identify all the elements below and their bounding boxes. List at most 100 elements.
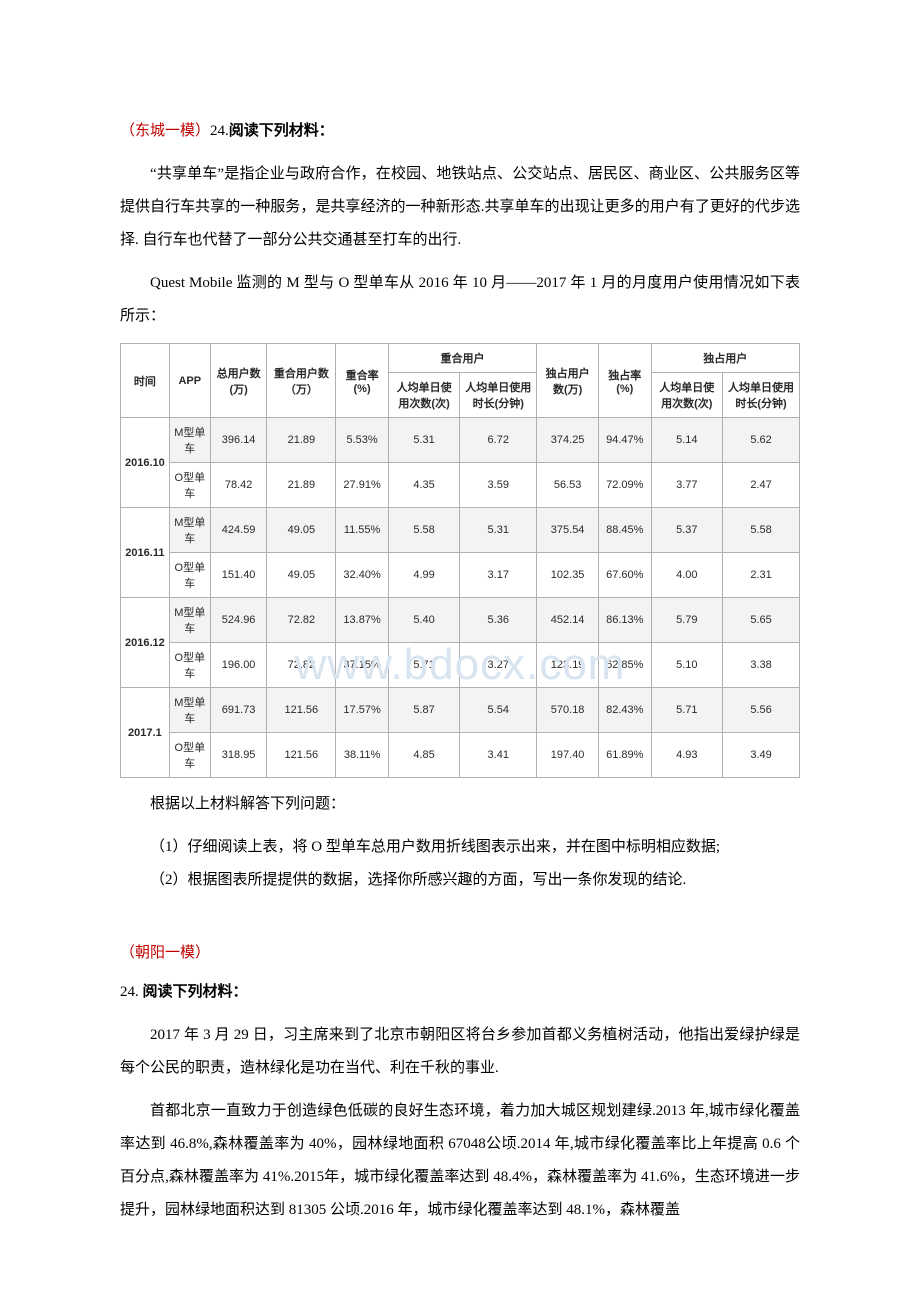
cell-ov-users: 49.05: [267, 508, 336, 553]
q1-after-table: 根据以上材料解答下列问题：: [150, 788, 800, 821]
cell-ov-times: 5.58: [388, 508, 460, 553]
cell-ov-rate: 17.57%: [336, 688, 389, 733]
cell-app: M型单车: [169, 418, 210, 463]
cell-ov-users: 21.89: [267, 463, 336, 508]
cell-ex-users: 123.19: [537, 643, 599, 688]
q2-number: 24.: [120, 984, 139, 1000]
th-ex-rate: 独占率(%): [599, 344, 652, 418]
th-ov-times: 人均单日使用次数(次): [388, 373, 460, 418]
cell-ex-rate: 82.43%: [599, 688, 652, 733]
cell-ex-dur: 3.49: [723, 733, 800, 778]
cell-ov-rate: 32.40%: [336, 553, 389, 598]
cell-ov-rate: 13.87%: [336, 598, 389, 643]
table-row: 2016.11M型单车424.5949.0511.55%5.585.31375.…: [121, 508, 800, 553]
cell-ov-users: 72.82: [267, 643, 336, 688]
cell-ex-times: 5.71: [651, 688, 723, 733]
cell-ov-times: 5.87: [388, 688, 460, 733]
q2-para1: 2017 年 3 月 29 日，习主席来到了北京市朝阳区将台乡参加首都义务植树活…: [120, 1019, 800, 1085]
cell-ov-dur: 6.72: [460, 418, 537, 463]
cell-ex-dur: 3.38: [723, 643, 800, 688]
cell-total: 78.42: [210, 463, 267, 508]
cell-ov-rate: 38.11%: [336, 733, 389, 778]
cell-ex-users: 56.53: [537, 463, 599, 508]
document-page: www.bdocx.com （东城一模）24.阅读下列材料： “共享单车”是指企…: [0, 0, 920, 1302]
cell-ex-dur: 2.31: [723, 553, 800, 598]
th-ex-users: 独占用户数(万): [537, 344, 599, 418]
table-row: 2016.10M型单车396.1421.895.53%5.316.72374.2…: [121, 418, 800, 463]
cell-ex-users: 570.18: [537, 688, 599, 733]
cell-ov-times: 5.40: [388, 598, 460, 643]
th-total: 总用户数(万): [210, 344, 267, 418]
q1-sub2: （2）根据图表所提提供的数据，选择你所感兴趣的方面，写出一条你发现的结论.: [150, 864, 800, 897]
cell-month: 2017.1: [121, 688, 170, 778]
usage-table: 时间 APP 总用户数(万) 重合用户数（万） 重合率(%) 重合用户 独占用户…: [120, 343, 800, 778]
th-time: 时间: [121, 344, 170, 418]
cell-ex-users: 102.35: [537, 553, 599, 598]
cell-ex-times: 3.77: [651, 463, 723, 508]
cell-ex-dur: 5.56: [723, 688, 800, 733]
cell-total: 524.96: [210, 598, 267, 643]
cell-ov-users: 21.89: [267, 418, 336, 463]
cell-ex-times: 4.93: [651, 733, 723, 778]
cell-ov-times: 5.71: [388, 643, 460, 688]
q1-para2: Quest Mobile 监测的 M 型与 O 型单车从 2016 年 10 月…: [120, 267, 800, 333]
cell-ov-rate: 5.53%: [336, 418, 389, 463]
th-ex-group: 独占用户: [651, 344, 799, 373]
q2-source-label: （朝阳一模）: [120, 945, 210, 961]
cell-app: M型单车: [169, 688, 210, 733]
cell-ex-dur: 5.65: [723, 598, 800, 643]
usage-table-head: 时间 APP 总用户数(万) 重合用户数（万） 重合率(%) 重合用户 独占用户…: [121, 344, 800, 418]
cell-ex-users: 197.40: [537, 733, 599, 778]
cell-ex-rate: 72.09%: [599, 463, 652, 508]
cell-app: O型单车: [169, 733, 210, 778]
cell-ex-times: 5.37: [651, 508, 723, 553]
cell-ex-dur: 2.47: [723, 463, 800, 508]
cell-ex-users: 374.25: [537, 418, 599, 463]
th-ov-dur: 人均单日使用时长(分钟): [460, 373, 537, 418]
cell-ex-rate: 94.47%: [599, 418, 652, 463]
table-row: O型单车78.4221.8927.91%4.353.5956.5372.09%3…: [121, 463, 800, 508]
cell-ov-times: 5.31: [388, 418, 460, 463]
cell-ex-users: 452.14: [537, 598, 599, 643]
cell-total: 196.00: [210, 643, 267, 688]
cell-ov-rate: 37.15%: [336, 643, 389, 688]
th-ex-dur: 人均单日使用时长(分钟): [723, 373, 800, 418]
cell-ex-dur: 5.62: [723, 418, 800, 463]
cell-app: M型单车: [169, 508, 210, 553]
cell-ex-times: 5.10: [651, 643, 723, 688]
cell-app: O型单车: [169, 643, 210, 688]
cell-total: 318.95: [210, 733, 267, 778]
cell-ov-dur: 5.31: [460, 508, 537, 553]
cell-ex-dur: 5.58: [723, 508, 800, 553]
th-ov-group: 重合用户: [388, 344, 536, 373]
table-row: 2017.1M型单车691.73121.5617.57%5.875.54570.…: [121, 688, 800, 733]
cell-app: M型单车: [169, 598, 210, 643]
q2-para2: 首都北京一直致力于创造绿色低碳的良好生态环境，着力加大城区规划建绿.2013 年…: [120, 1095, 800, 1227]
cell-ov-times: 4.35: [388, 463, 460, 508]
q2-header: 24. 阅读下列材料：: [120, 976, 800, 1009]
usage-table-wrap: 时间 APP 总用户数(万) 重合用户数（万） 重合率(%) 重合用户 独占用户…: [120, 343, 800, 778]
q2-title: 阅读下列材料：: [139, 984, 248, 1000]
cell-ov-users: 72.82: [267, 598, 336, 643]
q1-title: 阅读下列材料：: [229, 123, 334, 139]
cell-ex-rate: 86.13%: [599, 598, 652, 643]
cell-ov-times: 4.99: [388, 553, 460, 598]
cell-ov-dur: 3.41: [460, 733, 537, 778]
cell-ov-times: 4.85: [388, 733, 460, 778]
cell-ov-users: 121.56: [267, 733, 336, 778]
cell-ov-dur: 3.17: [460, 553, 537, 598]
cell-ex-times: 5.79: [651, 598, 723, 643]
cell-ov-dur: 5.36: [460, 598, 537, 643]
cell-ov-users: 49.05: [267, 553, 336, 598]
cell-month: 2016.12: [121, 598, 170, 688]
cell-ex-rate: 88.45%: [599, 508, 652, 553]
table-row: O型单车151.4049.0532.40%4.993.17102.3567.60…: [121, 553, 800, 598]
th-app: APP: [169, 344, 210, 418]
cell-app: O型单车: [169, 553, 210, 598]
cell-ov-users: 121.56: [267, 688, 336, 733]
th-ov-users: 重合用户数（万）: [267, 344, 336, 418]
q1-para1: “共享单车”是指企业与政府合作，在校园、地铁站点、公交站点、居民区、商业区、公共…: [120, 158, 800, 257]
cell-month: 2016.10: [121, 418, 170, 508]
cell-total: 424.59: [210, 508, 267, 553]
q1-source-label: （东城一模）: [120, 123, 210, 139]
